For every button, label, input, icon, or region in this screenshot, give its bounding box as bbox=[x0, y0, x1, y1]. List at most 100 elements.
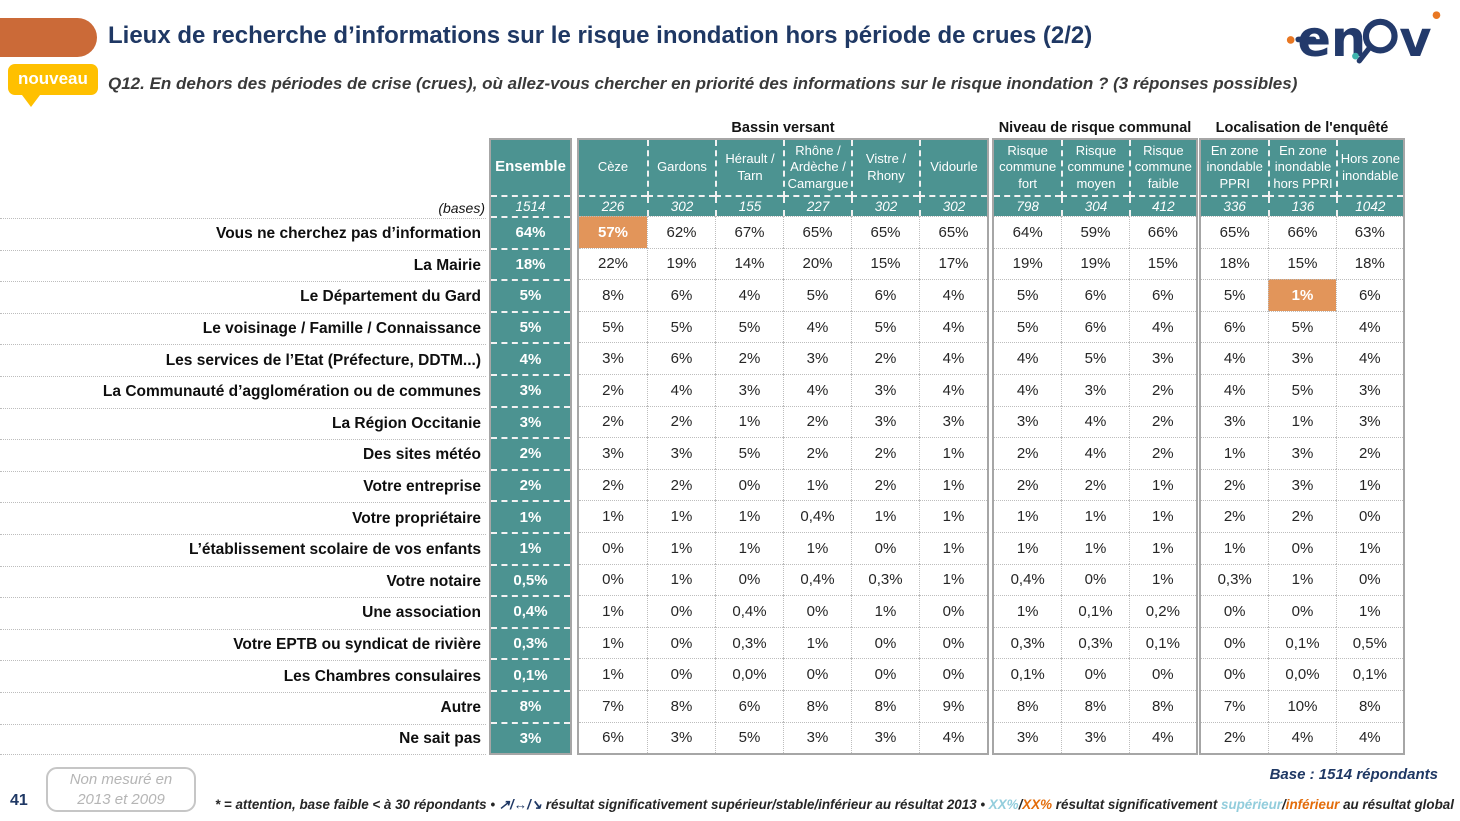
value-cell: 1% bbox=[994, 500, 1062, 532]
value-cell: 65% bbox=[919, 216, 987, 248]
value-cell: 3% bbox=[994, 405, 1062, 438]
value-cell: 4% bbox=[647, 373, 715, 406]
value-cell: 8% bbox=[994, 689, 1062, 722]
column-h-rault-tarn: Hérault / Tarn 155 67% 14% 4% 5% 2% 3% 1% 5% 0% 1% 1… bbox=[715, 140, 783, 754]
value-cell: 1% bbox=[1201, 437, 1269, 469]
value-cell: 3% bbox=[1335, 373, 1403, 406]
value-cell: 3% bbox=[647, 437, 715, 469]
row-label: L’établissement scolaire de vos enfants bbox=[0, 533, 486, 566]
value-cell: 0% bbox=[919, 658, 987, 690]
value-cell: 1% bbox=[1128, 531, 1196, 564]
value-cell: 3% bbox=[579, 437, 647, 469]
row-label: La Communauté d’agglomération ou de comm… bbox=[0, 375, 486, 408]
value-cell: 3% bbox=[851, 721, 919, 754]
value-cell: 5% bbox=[491, 279, 570, 311]
row-label: Vous ne cherchez pas d’information bbox=[0, 218, 486, 250]
value-cell: 1% bbox=[715, 500, 783, 532]
value-cell: 0,3% bbox=[851, 563, 919, 596]
value-cell: 0,1% bbox=[1061, 595, 1129, 627]
value-cell: 1% bbox=[491, 531, 570, 564]
value-cell: 0,1% bbox=[1335, 658, 1403, 690]
column-gardons: Gardons 302 62% 19% 6% 5% 6% 4% 2% 3% 2% 1% 1% 1% 0% 0%… bbox=[647, 140, 715, 754]
value-cell: 5% bbox=[491, 310, 570, 343]
column-risque-commune-faible: Risque commune faible 412 66% 15% 6% 4% 3% 2% 2%… bbox=[1128, 140, 1196, 754]
column-group-niveau-risque: Risque commune fort 798 64% 19% 5% 5% 4% 4% 3% 2%… bbox=[992, 138, 1198, 756]
value-cell: 3% bbox=[1061, 373, 1129, 406]
column-group-ensemble: Ensemble 1514 64% 18% 5% 5% 4% 3% 3% 2% 2% 1% 1% 0,5%… bbox=[489, 138, 572, 756]
value-cell: 2% bbox=[491, 437, 570, 469]
value-cell: 2% bbox=[783, 437, 851, 469]
value-cell: 6% bbox=[1201, 310, 1269, 343]
value-cell: 0,3% bbox=[1201, 563, 1269, 596]
value-cell: 1% bbox=[783, 531, 851, 564]
value-cell: 0,5% bbox=[491, 563, 570, 596]
value-cell: 0% bbox=[579, 563, 647, 596]
value-cell: 1% bbox=[919, 500, 987, 532]
column-base-count: 227 bbox=[783, 197, 851, 216]
value-cell: 5% bbox=[1061, 342, 1129, 374]
value-cell: 0,0% bbox=[1268, 658, 1336, 690]
value-cell: 1% bbox=[647, 531, 715, 564]
value-cell: 0% bbox=[1268, 531, 1336, 564]
row-label: Des sites météo bbox=[0, 439, 486, 471]
column-header: Risque commune moyen bbox=[1061, 140, 1129, 197]
column-header: Vistre / Rhony bbox=[851, 140, 919, 197]
row-labels-column: Vous ne cherchez pas d’information La Mai… bbox=[0, 218, 486, 756]
column-base-count: 302 bbox=[647, 197, 715, 216]
value-cell: 6% bbox=[1128, 279, 1196, 311]
value-cell: 4% bbox=[1128, 310, 1196, 343]
question-text: Q12. En dehors des périodes de crise (cr… bbox=[108, 74, 1298, 93]
column-group-localisation: En zone inondable PPRI 336 65% 18% 5% 6% 4% 4% 3… bbox=[1199, 138, 1405, 756]
value-cell: 6% bbox=[1061, 279, 1129, 311]
value-cell: 0,5% bbox=[1335, 626, 1403, 659]
value-cell: 0% bbox=[1268, 595, 1336, 627]
value-cell: 1% bbox=[1335, 531, 1403, 564]
value-cell: 22% bbox=[579, 247, 647, 280]
value-cell: 2% bbox=[1335, 437, 1403, 469]
value-cell: 18% bbox=[1335, 247, 1403, 280]
column-risque-commune-fort: Risque commune fort 798 64% 19% 5% 5% 4% 4% 3% 2%… bbox=[994, 140, 1062, 754]
value-cell: 8% bbox=[851, 689, 919, 722]
page-number: 41 bbox=[10, 792, 28, 809]
value-cell: 1% bbox=[579, 500, 647, 532]
value-cell: 3% bbox=[647, 721, 715, 754]
enov-logo-graphic: en v bbox=[1286, 10, 1441, 68]
value-cell: 2% bbox=[851, 342, 919, 374]
value-cell: 0% bbox=[647, 626, 715, 659]
row-label: Les Chambres consulaires bbox=[0, 660, 486, 692]
value-cell: 0,3% bbox=[715, 626, 783, 659]
value-cell: 0,3% bbox=[491, 626, 570, 659]
value-cell: 5% bbox=[1201, 279, 1269, 311]
value-cell: 2% bbox=[579, 405, 647, 438]
value-cell: 6% bbox=[1335, 279, 1403, 311]
value-cell: 1% bbox=[715, 531, 783, 564]
row-label: Le Département du Gard bbox=[0, 281, 486, 313]
value-cell: 6% bbox=[851, 279, 919, 311]
value-cell: 1% bbox=[1201, 531, 1269, 564]
value-cell: 19% bbox=[1061, 247, 1129, 280]
value-cell: 4% bbox=[919, 279, 987, 311]
value-cell: 4% bbox=[1335, 721, 1403, 754]
value-cell: 4% bbox=[1201, 373, 1269, 406]
group-title-bassin-versant: Bassin versant bbox=[731, 120, 835, 136]
value-cell: 0,1% bbox=[1128, 626, 1196, 659]
column-header: Gardons bbox=[647, 140, 715, 197]
row-label: Votre entreprise bbox=[0, 470, 486, 503]
value-cell: 19% bbox=[994, 247, 1062, 280]
legend-part2: résultat significativement supérieur/sta… bbox=[542, 797, 989, 812]
value-cell: 3% bbox=[994, 721, 1062, 754]
value-cell: 2% bbox=[1201, 468, 1269, 501]
value-cell: 3% bbox=[1268, 437, 1336, 469]
value-cell: 0,1% bbox=[1268, 626, 1336, 659]
value-cell: 20% bbox=[783, 247, 851, 280]
value-cell: 4% bbox=[919, 721, 987, 754]
value-cell: 2% bbox=[491, 468, 570, 501]
value-cell: 0% bbox=[1128, 658, 1196, 690]
value-cell: 2% bbox=[1128, 373, 1196, 406]
value-cell: 0% bbox=[919, 626, 987, 659]
column-base-count: 1042 bbox=[1335, 197, 1403, 216]
row-label: Les services de l’Etat (Préfecture, DDTM… bbox=[0, 344, 486, 376]
value-cell: 0% bbox=[1201, 595, 1269, 627]
value-cell: 4% bbox=[919, 373, 987, 406]
row-label: Le voisinage / Famille / Connaissance bbox=[0, 312, 486, 345]
